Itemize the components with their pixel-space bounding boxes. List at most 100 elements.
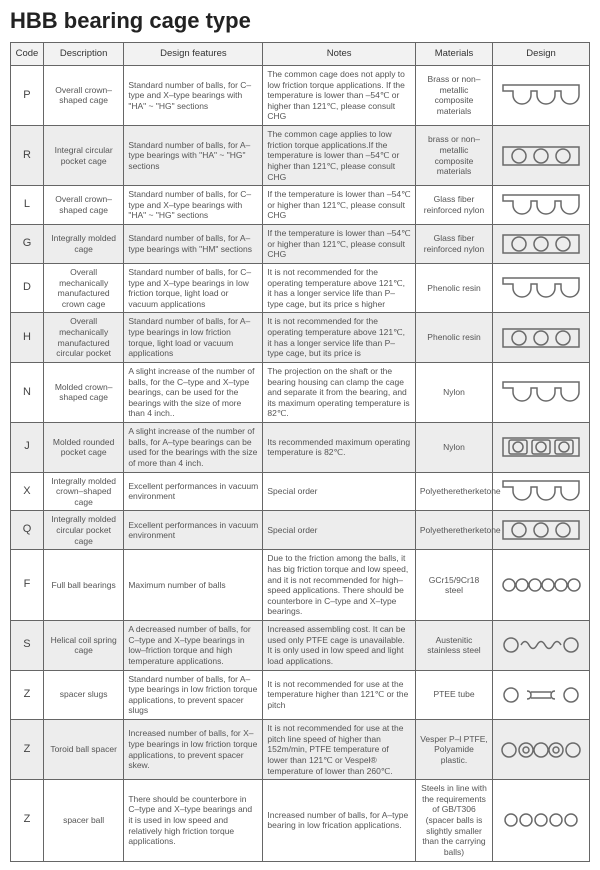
cell-design — [493, 670, 590, 720]
cell-desc: Toroid ball spacer — [43, 720, 123, 780]
cell-design — [493, 472, 590, 511]
cell-notes: If the temperature is lower than –54℃ or… — [263, 186, 415, 225]
cell-desc: Integrally molded cage — [43, 225, 123, 264]
cell-feat: A slight increase of the number of balls… — [124, 362, 263, 422]
bearing-cage-table: Code Description Design features Notes M… — [10, 42, 590, 862]
cell-mat: Steels in line with the requirements of … — [415, 780, 492, 861]
cell-mat: Austenitic stainless steel — [415, 621, 492, 671]
table-row: J Molded rounded pocket cage A slight in… — [11, 423, 590, 473]
cell-feat: A slight increase of the number of balls… — [124, 423, 263, 473]
table-row: Z Toroid ball spacer Increased number of… — [11, 720, 590, 780]
cell-code: J — [11, 423, 44, 473]
col-feat: Design features — [124, 43, 263, 66]
cell-design — [493, 423, 590, 473]
cell-desc: Integrally molded circular pocket cage — [43, 511, 123, 550]
table-row: S Helical coil spring cage A decreased n… — [11, 621, 590, 671]
cell-desc: Molded crown–shaped cage — [43, 362, 123, 422]
cell-design — [493, 720, 590, 780]
cell-mat: Polyetheretherketone — [415, 472, 492, 511]
cell-code: G — [11, 225, 44, 264]
cell-mat: Brass or non–metallic composite material… — [415, 65, 492, 125]
cell-mat: PTEE tube — [415, 670, 492, 720]
cell-mat: Glass fiber reinforced nylon — [415, 225, 492, 264]
cell-code: H — [11, 313, 44, 363]
cell-notes: Its recommended maximum operating temper… — [263, 423, 415, 473]
table-row: G Integrally molded cage Standard number… — [11, 225, 590, 264]
cell-notes: The common cage does not apply to low fr… — [263, 65, 415, 125]
cell-notes: The common cage applies to low friction … — [263, 126, 415, 186]
cell-code: P — [11, 65, 44, 125]
cell-design — [493, 621, 590, 671]
cell-code: S — [11, 621, 44, 671]
cell-desc: Integral circular pocket cage — [43, 126, 123, 186]
cell-mat: Phenolic resin — [415, 313, 492, 363]
cell-mat: Nylon — [415, 362, 492, 422]
table-row: Q Integrally molded circular pocket cage… — [11, 511, 590, 550]
table-row: H Overall mechanically manufactured circ… — [11, 313, 590, 363]
cell-design — [493, 780, 590, 861]
cell-notes: It is not recommended for use at the pit… — [263, 720, 415, 780]
cell-feat: Maximum number of balls — [124, 550, 263, 621]
cell-code: Q — [11, 511, 44, 550]
cell-desc: Overall crown–shaped cage — [43, 186, 123, 225]
cell-design — [493, 313, 590, 363]
cell-desc: Full ball bearings — [43, 550, 123, 621]
table-row: N Molded crown–shaped cage A slight incr… — [11, 362, 590, 422]
cell-mat: Glass fiber reinforced nylon — [415, 186, 492, 225]
cell-desc: Integrally molded crown–shaped cage — [43, 472, 123, 511]
cell-mat: brass or non–metallic composite material… — [415, 126, 492, 186]
table-row: F Full ball bearings Maximum number of b… — [11, 550, 590, 621]
cell-code: N — [11, 362, 44, 422]
cell-mat: Nylon — [415, 423, 492, 473]
cell-design — [493, 550, 590, 621]
cell-code: Z — [11, 780, 44, 861]
table-row: Z spacer slugs Standard number of balls,… — [11, 670, 590, 720]
cell-mat: Phenolic resin — [415, 263, 492, 313]
cell-feat: Standard number of balls, for C–type and… — [124, 65, 263, 125]
cell-feat: Excellent performances in vacuum environ… — [124, 511, 263, 550]
cell-design — [493, 65, 590, 125]
cell-code: L — [11, 186, 44, 225]
cell-notes: Special order — [263, 472, 415, 511]
cell-code: D — [11, 263, 44, 313]
cell-notes: Increased number of balls, for A–type be… — [263, 780, 415, 861]
cell-notes: If the temperature is lower than –54℃ or… — [263, 225, 415, 264]
cell-feat: Standard number of balls, for C–type and… — [124, 186, 263, 225]
table-row: X Integrally molded crown–shaped cage Ex… — [11, 472, 590, 511]
cell-feat: Standard number of balls, for A–type bea… — [124, 313, 263, 363]
cell-mat: Vesper P–l PTFE, Polyamide plastic. — [415, 720, 492, 780]
cell-feat: There should be counterbore in C–type an… — [124, 780, 263, 861]
cell-notes: Increased assembling cost. It can be use… — [263, 621, 415, 671]
cell-feat: Standard number of balls, for C–type and… — [124, 263, 263, 313]
cell-desc: Overall mechanically manufactured crown … — [43, 263, 123, 313]
cell-code: F — [11, 550, 44, 621]
cell-mat: GCr15/9Cr18 steel — [415, 550, 492, 621]
cell-desc: spacer ball — [43, 780, 123, 861]
col-mat: Materials — [415, 43, 492, 66]
cell-design — [493, 362, 590, 422]
cell-notes: Special order — [263, 511, 415, 550]
cell-desc: Molded rounded pocket cage — [43, 423, 123, 473]
table-row: Z spacer ball There should be counterbor… — [11, 780, 590, 861]
cell-design — [493, 126, 590, 186]
table-row: R Integral circular pocket cage Standard… — [11, 126, 590, 186]
cell-code: X — [11, 472, 44, 511]
cell-design — [493, 263, 590, 313]
cell-desc: Overall crown–shaped cage — [43, 65, 123, 125]
cell-feat: Standard number of balls, for A–type bea… — [124, 670, 263, 720]
cell-design — [493, 225, 590, 264]
cell-desc: Overall mechanically manufactured circul… — [43, 313, 123, 363]
cell-feat: A decreased number of balls, for C–type … — [124, 621, 263, 671]
col-notes: Notes — [263, 43, 415, 66]
cell-notes: It is not recommended for use at the tem… — [263, 670, 415, 720]
cell-notes: Due to the friction among the balls, it … — [263, 550, 415, 621]
cell-notes: It is not recommended for the operating … — [263, 313, 415, 363]
table-header-row: Code Description Design features Notes M… — [11, 43, 590, 66]
cell-code: Z — [11, 670, 44, 720]
cell-desc: spacer slugs — [43, 670, 123, 720]
cell-feat: Excellent performances in vacuum environ… — [124, 472, 263, 511]
page-title: HBB bearing cage type — [10, 8, 590, 34]
table-row: D Overall mechanically manufactured crow… — [11, 263, 590, 313]
cell-code: R — [11, 126, 44, 186]
table-row: L Overall crown–shaped cage Standard num… — [11, 186, 590, 225]
